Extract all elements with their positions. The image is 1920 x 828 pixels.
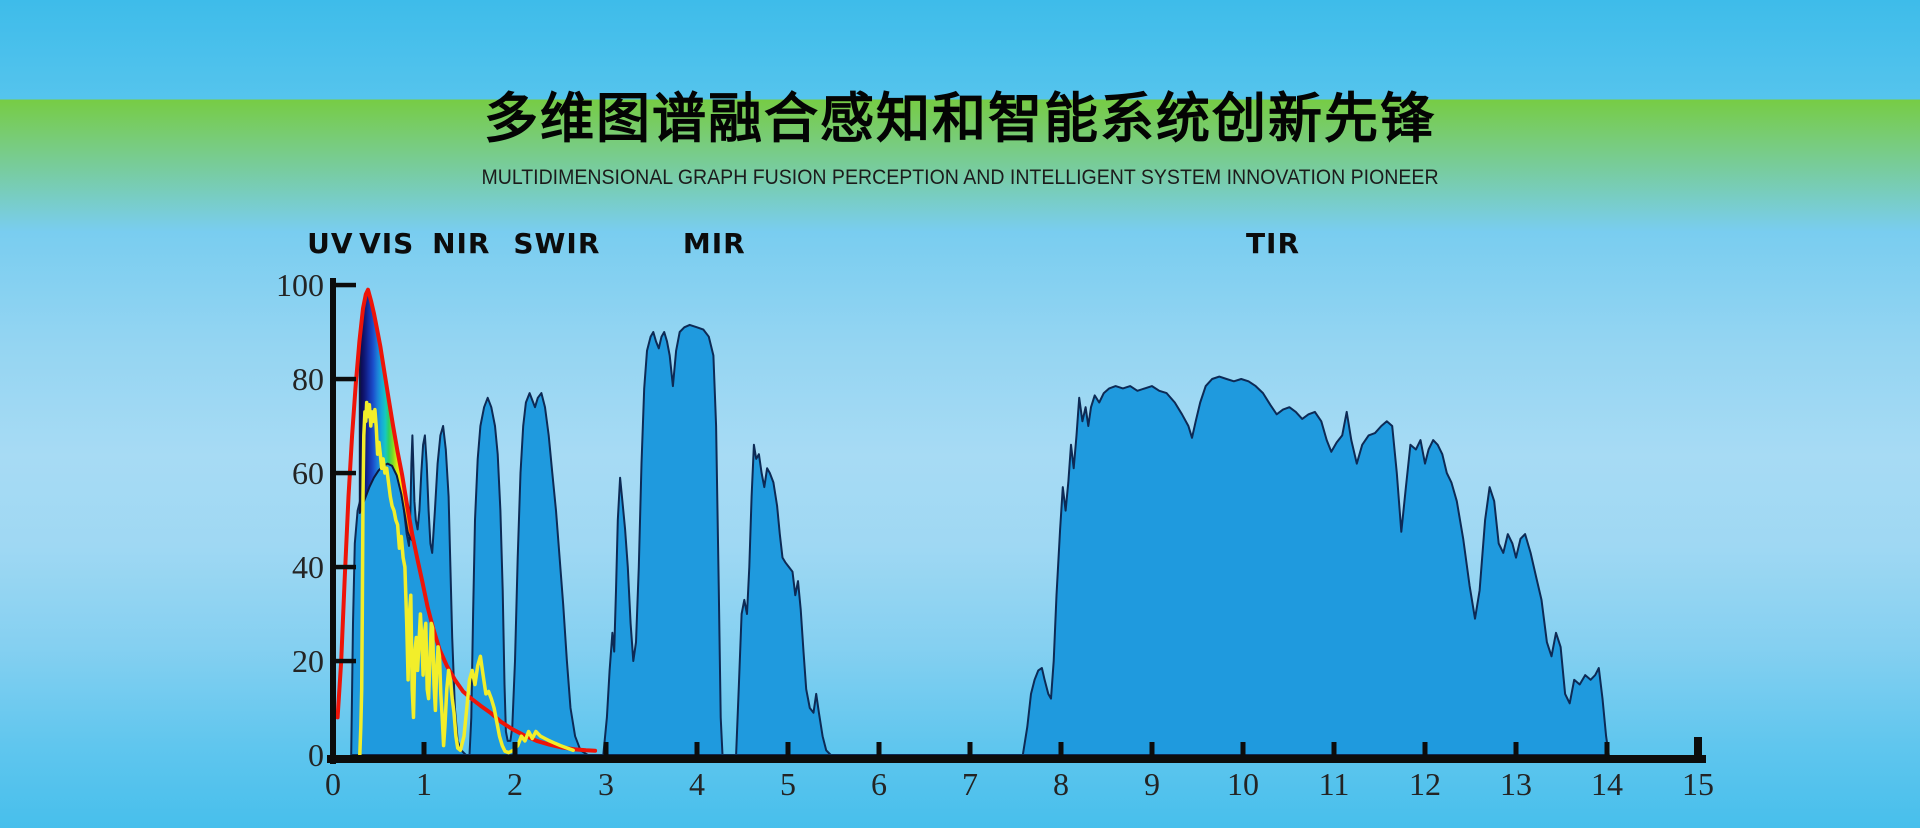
y-tick-label: 40 xyxy=(292,549,324,585)
solar-irradiance-curve xyxy=(358,400,575,757)
x-tick-label: 4 xyxy=(689,766,705,802)
x-tick-label: 2 xyxy=(507,766,523,802)
x-tick xyxy=(967,742,973,757)
band-label-mir: MIR xyxy=(683,227,746,260)
x-tick-label: 15 xyxy=(1682,766,1714,802)
band-label-swir: SWIR xyxy=(513,227,600,260)
x-tick xyxy=(1422,742,1428,757)
y-tick xyxy=(336,470,356,476)
x-tick-label: 11 xyxy=(1319,766,1350,802)
x-tick xyxy=(1058,742,1064,757)
x-axis-line xyxy=(327,755,1706,763)
band-label-nir: NIR xyxy=(432,227,490,260)
x-tick xyxy=(1513,742,1519,757)
y-axis-line xyxy=(330,278,336,764)
x-tick xyxy=(1604,742,1610,757)
blackbody-envelope-curve xyxy=(335,287,598,753)
y-tick xyxy=(336,282,356,288)
band-label-uv: UV xyxy=(307,227,353,260)
x-tick xyxy=(876,742,882,757)
x-tick xyxy=(512,742,518,757)
x-tick xyxy=(1149,742,1155,757)
x-tick-label: 9 xyxy=(1144,766,1160,802)
band-label-vis: VIS xyxy=(359,227,414,260)
x-tick-label: 1 xyxy=(416,766,432,802)
x-tick xyxy=(694,742,700,757)
x-tick-label: 13 xyxy=(1500,766,1532,802)
band-label-tir: TIR xyxy=(1246,227,1300,260)
x-tick-label: 0 xyxy=(325,766,341,802)
x-tick-label: 14 xyxy=(1591,766,1623,802)
x-tick xyxy=(603,742,609,757)
y-tick-label: 80 xyxy=(292,361,324,397)
x-tick xyxy=(330,742,336,757)
x-tick xyxy=(785,742,791,757)
x-tick-label: 5 xyxy=(780,766,796,802)
x-tick-label: 12 xyxy=(1409,766,1441,802)
x-tick xyxy=(1694,737,1702,757)
x-tick xyxy=(1331,742,1337,757)
x-tick-label: 6 xyxy=(871,766,887,802)
x-tick xyxy=(421,742,427,757)
y-tick-label: 60 xyxy=(292,455,324,491)
y-tick-label: 20 xyxy=(292,643,324,679)
x-tick-label: 3 xyxy=(598,766,614,802)
x-tick-label: 8 xyxy=(1053,766,1069,802)
page-subtitle: MULTIDIMENSIONAL GRAPH FUSION PERCEPTION… xyxy=(481,166,1439,189)
y-tick xyxy=(336,564,356,570)
x-tick xyxy=(1240,742,1246,757)
page-title: 多维图谱融合感知和智能系统创新先锋 xyxy=(484,89,1436,149)
x-tick-label: 7 xyxy=(962,766,978,802)
y-tick xyxy=(336,658,356,664)
y-tick xyxy=(336,376,356,382)
y-tick-label: 0 xyxy=(308,737,324,773)
x-tick-label: 10 xyxy=(1227,766,1259,802)
y-tick-label: 100 xyxy=(276,267,324,303)
atmosphere-transmission-area xyxy=(350,323,1610,756)
